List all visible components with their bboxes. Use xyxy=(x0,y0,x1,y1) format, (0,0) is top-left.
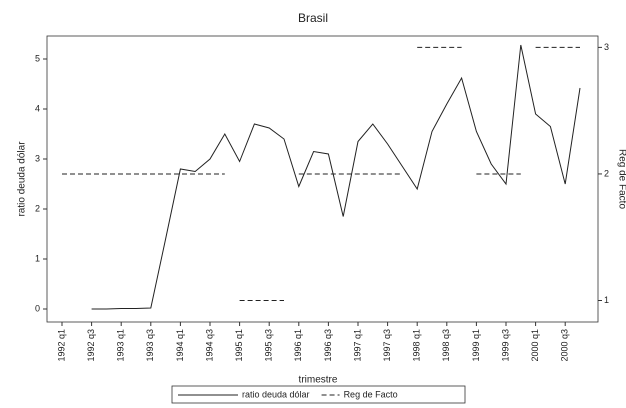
chart-title: Brasil xyxy=(298,11,328,25)
x-tick-label: 1992 q1 xyxy=(56,329,66,362)
x-tick-label: 1995 q3 xyxy=(264,329,274,362)
y-tick-label: 2 xyxy=(35,203,40,213)
legend-box xyxy=(171,385,466,404)
x-tick-label: 1993 q3 xyxy=(145,329,155,362)
x-axis-title: trimestre xyxy=(299,375,338,386)
x-tick-label: 1996 q3 xyxy=(323,329,333,362)
y-tick-label: 3 xyxy=(35,153,40,163)
y2-tick-label: 1 xyxy=(604,295,609,305)
x-tick-label: 1999 q1 xyxy=(471,329,481,362)
x-tick-label: 2000 q3 xyxy=(560,329,570,362)
x-tick-label: 1998 q3 xyxy=(441,329,451,362)
series-line xyxy=(91,44,581,310)
y2-tick-label: 2 xyxy=(604,168,609,178)
x-tick-label: 1997 q1 xyxy=(352,329,362,362)
legend-label: Reg de Facto xyxy=(344,389,398,399)
x-tick-label: 1992 q3 xyxy=(86,329,96,362)
y-tick-label: 0 xyxy=(35,303,40,313)
y2-axis-title: Reg de Facto xyxy=(616,149,626,209)
y-axis-title: ratio deuda dólar xyxy=(17,141,28,217)
plot-frame xyxy=(46,35,599,323)
x-tick-label: 2000 q1 xyxy=(530,329,540,362)
x-tick-label: 1996 q1 xyxy=(293,329,303,362)
x-tick-label: 1994 q1 xyxy=(175,329,185,362)
y2-tick-label: 3 xyxy=(604,42,609,52)
x-tick-label: 1995 q1 xyxy=(234,329,244,362)
x-tick-label: 1998 q1 xyxy=(412,329,422,362)
x-tick-label: 1997 q3 xyxy=(382,329,392,362)
x-tick-label: 1993 q1 xyxy=(116,329,126,362)
y-tick-label: 1 xyxy=(35,253,40,263)
legend-label: ratio deuda dólar xyxy=(242,389,310,399)
y-tick-label: 4 xyxy=(35,103,40,113)
x-tick-label: 1994 q3 xyxy=(204,329,214,362)
y-tick-label: 5 xyxy=(35,53,40,63)
x-tick-label: 1999 q3 xyxy=(500,329,510,362)
